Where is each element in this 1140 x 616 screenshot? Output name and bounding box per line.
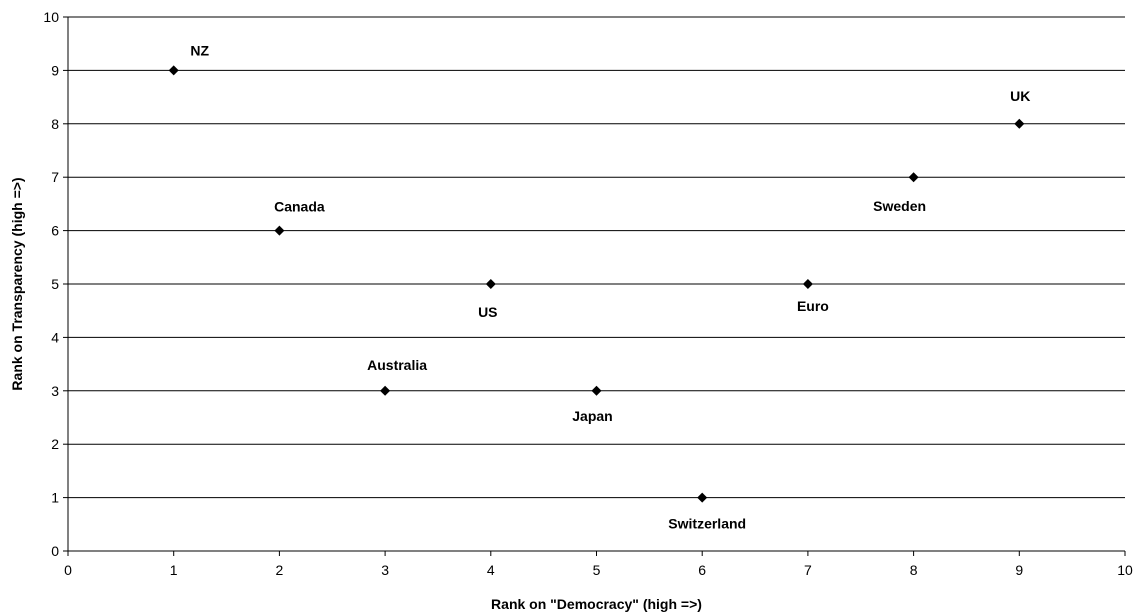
data-points <box>168 65 1025 503</box>
y-tick-label: 5 <box>51 276 59 292</box>
y-tick-label: 10 <box>43 9 59 25</box>
point-label-euro: Euro <box>797 298 829 314</box>
y-tick-label: 3 <box>51 383 59 399</box>
x-tick-label: 4 <box>487 562 495 578</box>
y-tick-label: 6 <box>51 223 59 239</box>
y-tick-label: 8 <box>51 116 59 132</box>
point-label-australia: Australia <box>367 357 427 373</box>
x-tick-label: 5 <box>593 562 601 578</box>
y-tick-label: 1 <box>51 490 59 506</box>
y-tick-label: 0 <box>51 543 59 559</box>
point-label-japan: Japan <box>572 408 612 424</box>
x-tick-label: 7 <box>804 562 812 578</box>
data-point-us <box>485 279 496 289</box>
point-labels: NZ Canada Australia US Japan Switzerland Euro S… <box>190 42 1030 531</box>
data-point-australia <box>380 385 391 396</box>
x-axis-title: Rank on "Democracy" (high =>) <box>491 596 702 612</box>
x-tick-label: 3 <box>381 562 389 578</box>
data-point-euro <box>802 279 813 289</box>
point-label-us: US <box>478 304 497 320</box>
x-tick-label: 9 <box>1015 562 1023 578</box>
point-label-sweden: Sweden <box>873 198 926 214</box>
data-point-canada <box>274 225 285 236</box>
y-tick-label: 2 <box>51 436 59 452</box>
data-point-switzerland <box>697 492 708 503</box>
y-axis-title: Rank on Transparency (high =>) <box>9 177 25 390</box>
data-point-japan <box>591 385 602 396</box>
y-tick-label: 4 <box>51 329 59 345</box>
x-tick-label: 10 <box>1117 562 1133 578</box>
data-point-uk <box>1014 118 1025 129</box>
x-tick-label: 1 <box>170 562 178 578</box>
x-tick-label: 8 <box>910 562 918 578</box>
x-tick-label: 6 <box>698 562 706 578</box>
x-tick-label: 2 <box>276 562 284 578</box>
data-point-sweden <box>908 172 919 183</box>
gridlines <box>68 16 1125 499</box>
data-point-nz <box>168 65 179 76</box>
x-tick-label: 0 <box>64 562 72 578</box>
point-label-switzerland: Switzerland <box>668 516 746 532</box>
tick-labels: 0 1 2 3 4 5 6 7 8 9 10 0 1 2 3 4 5 6 7 8 9 10 <box>43 9 1133 578</box>
point-label-uk: UK <box>1010 88 1030 104</box>
point-label-nz: NZ <box>190 42 209 58</box>
point-label-canada: Canada <box>274 199 325 215</box>
axes <box>63 16 1126 556</box>
y-tick-label: 9 <box>51 62 59 78</box>
y-tick-label: 7 <box>51 169 59 185</box>
